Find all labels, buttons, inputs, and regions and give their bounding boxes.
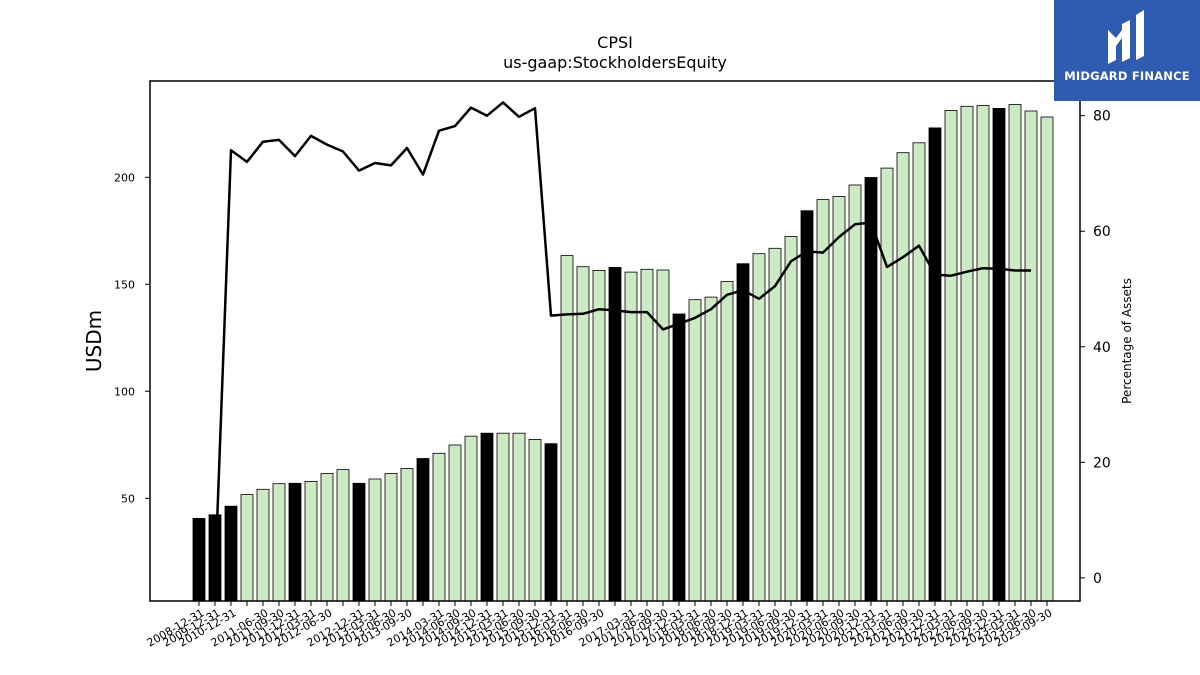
- bar-2019-09-30: [784, 236, 798, 602]
- bar-2011-12-31: [288, 482, 302, 602]
- bar-2013-09-30: [400, 468, 414, 602]
- bar-2015-09-30: [528, 438, 542, 602]
- chart-title: CPSI: [597, 33, 633, 52]
- bar-2021-09-30: [912, 142, 926, 602]
- bar-2013-12-31: [416, 458, 430, 602]
- bar-2020-12-31: [864, 177, 878, 602]
- bar-2014-03-31: [432, 452, 446, 602]
- bar-2022-12-31: [992, 108, 1006, 602]
- bar-2021-03-31: [880, 167, 894, 602]
- bar-2020-06-30: [832, 196, 846, 602]
- bar-2017-09-30: [656, 269, 670, 602]
- bar-2018-12-31: [736, 263, 750, 602]
- bar-2012-12-31: [352, 482, 366, 602]
- y-axis-label: USDm: [82, 310, 106, 372]
- x-axis: 2008-12-312009-12-312010-12-312011-06-30…: [145, 601, 1055, 650]
- y-tick-label: 200: [114, 171, 135, 184]
- y2-axis-label: Percentage of Assets: [1120, 278, 1134, 404]
- bar-2011-09-30: [272, 483, 286, 602]
- bar-2017-03-31: [624, 271, 638, 602]
- bar-2017-06-30: [640, 268, 654, 602]
- bar-2014-12-31: [480, 432, 494, 602]
- bar-series: [192, 104, 1054, 602]
- bar-2013-03-31: [368, 478, 382, 602]
- bar-2018-03-31: [688, 299, 702, 602]
- y2-tick-label: 40: [1093, 340, 1111, 356]
- y2-tick-label: 60: [1093, 224, 1111, 240]
- bar-2023-03-31: [1008, 104, 1022, 602]
- bar-2012-06-30: [320, 473, 334, 602]
- line-series: [213, 101, 1031, 578]
- y2-tick-label: 20: [1093, 455, 1111, 471]
- bar-2021-12-31: [928, 127, 942, 602]
- y-tick-label: 50: [121, 492, 135, 505]
- bar-2023-09-30: [1040, 116, 1054, 602]
- bar-2012-09-30: [336, 469, 350, 602]
- bar-2016-06-30: [576, 266, 590, 602]
- midgard-logo-icon: [1108, 10, 1144, 64]
- bar-2019-12-31: [800, 210, 814, 602]
- bar-2017-12-31: [672, 313, 686, 602]
- bar-2020-09-30: [848, 184, 862, 602]
- bar-2022-06-30: [960, 105, 974, 602]
- bar-2014-09-30: [464, 435, 478, 602]
- bar-2019-06-30: [768, 247, 782, 602]
- bar-2013-06-30: [384, 473, 398, 602]
- y-tick-label: 100: [114, 385, 135, 398]
- bar-2016-03-31: [560, 255, 574, 602]
- logo-text: MIDGARD FINANCE: [1064, 69, 1190, 83]
- bar-2018-06-30: [704, 296, 718, 602]
- bar-2015-12-31: [544, 443, 558, 602]
- bar-2018-09-30: [720, 281, 734, 602]
- bar-2010-12-31: [224, 505, 238, 602]
- chart-subtitle: us-gaap:StockholdersEquity: [503, 53, 727, 72]
- bar-2020-03-31: [816, 199, 830, 602]
- bar-2023-06-30: [1024, 110, 1038, 602]
- percentage-of-assets-line: [213, 101, 1031, 578]
- y2-tick-label: 80: [1093, 109, 1111, 125]
- bar-2008-12-31: [192, 518, 206, 602]
- midgard-finance-logo: MIDGARD FINANCE: [1054, 0, 1200, 101]
- bar-2021-06-30: [896, 152, 910, 602]
- bar-2016-09-30: [592, 269, 606, 602]
- bar-2012-03-31: [304, 480, 318, 602]
- bar-2019-03-31: [752, 253, 766, 602]
- bar-2014-06-30: [448, 444, 462, 602]
- bar-2022-09-30: [976, 105, 990, 602]
- bar-2011-06-30: [256, 488, 270, 602]
- bar-2016-12-31: [608, 266, 622, 602]
- bar-2022-03-31: [944, 110, 958, 602]
- y2-tick-label: 0: [1093, 571, 1102, 587]
- y-tick-label: 150: [114, 278, 135, 291]
- bar-2011-03-31: [240, 494, 254, 602]
- bar-2015-03-31: [496, 432, 510, 602]
- y-axis-right: 0 20 40 60 80: [1080, 109, 1111, 587]
- y-axis-left: 50 100 150 200: [114, 171, 150, 505]
- bar-2015-06-30: [512, 432, 526, 602]
